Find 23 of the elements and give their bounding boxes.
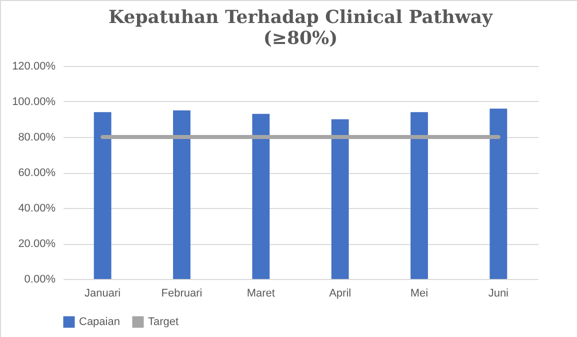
- y-tick-label: 80.00%: [18, 132, 56, 144]
- legend-label: Capaian: [79, 316, 120, 328]
- y-tick-label: 120.00%: [12, 60, 56, 72]
- y-tick-label: 20.00%: [18, 238, 56, 250]
- x-tick-label: Februari: [161, 288, 202, 300]
- y-tick-label: 0.00%: [24, 274, 56, 286]
- chart-title: Kepatuhan Terhadap Clinical Pathway: [108, 7, 494, 28]
- chart-subtitle: (≥80%): [263, 28, 338, 49]
- x-tick-label: Mei: [410, 288, 428, 300]
- bar: [252, 114, 270, 279]
- bar: [490, 108, 508, 279]
- y-tick-label: 100.00%: [12, 96, 56, 108]
- y-tick-label: 60.00%: [18, 167, 56, 179]
- bar: [331, 119, 349, 279]
- x-tick-label: April: [329, 288, 352, 300]
- bar: [94, 112, 112, 279]
- bar: [173, 110, 190, 279]
- y-tick-label: 40.00%: [18, 202, 56, 214]
- x-tick-label: Maret: [246, 288, 275, 300]
- x-tick-label: Juni: [488, 288, 509, 300]
- legend-label: Target: [148, 316, 179, 328]
- bar: [410, 112, 428, 279]
- x-tick-label: Januari: [84, 288, 121, 300]
